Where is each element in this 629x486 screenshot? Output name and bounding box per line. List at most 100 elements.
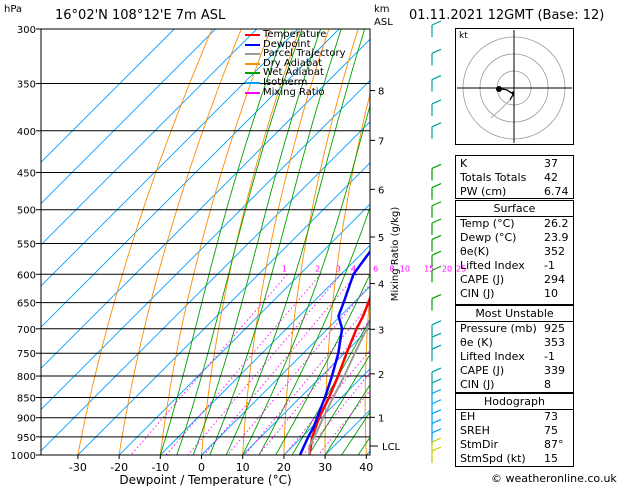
isotherm-line: [41, 121, 370, 452]
mu-li-label: Lifted Index: [460, 350, 525, 363]
surface-title: Surface: [456, 201, 573, 217]
temperature-line: [308, 295, 370, 455]
wind-barb-flag: [431, 320, 442, 326]
isotherm-line: [242, 327, 370, 455]
surface-li-label: Lifted Index: [460, 259, 525, 272]
legend-label: Dry Adiabat: [263, 57, 323, 69]
mu-thetae-value: 353: [544, 336, 565, 349]
surface-cin-label: CIN (J): [460, 287, 495, 300]
x-tick-label: 10: [236, 461, 250, 474]
surface-dewp-value: 23.9: [544, 231, 569, 244]
legend-item: Wet Adiabat: [243, 68, 346, 78]
hpa-label: hPa: [4, 4, 23, 15]
wind-barb-flag: [431, 218, 442, 224]
wind-barb-flag: [431, 437, 442, 443]
wind-barb-flag: [431, 409, 442, 415]
legend-label: Mixing Ratio: [263, 86, 325, 98]
km-tick-label: 7: [378, 136, 384, 147]
isotherm-line: [201, 285, 370, 455]
legend-swatch: [245, 62, 260, 65]
surface-temp-label: Temp (°C): [460, 217, 515, 230]
hodograph-title: Hodograph: [456, 394, 573, 410]
wind-barb-flag: [431, 378, 442, 384]
surface-cin-value: 10: [544, 287, 558, 300]
wind-barb-flag: [431, 201, 442, 207]
legend-label: Temperature: [263, 29, 327, 40]
stmdir-value: 87°: [544, 438, 564, 451]
dry-adiabat-line: [77, 29, 213, 455]
x-tick-label: -30: [69, 461, 87, 474]
x-axis-title: Dewpoint / Temperature (°C): [119, 473, 291, 486]
storm-motion-marker: [496, 86, 502, 92]
mu-thetae-label: θe (K): [460, 336, 493, 349]
isotherm-line: [283, 368, 370, 455]
datetime-title: 01.11.2021 12GMT (Base: 12): [409, 8, 605, 23]
legend-swatch: [245, 43, 260, 46]
wind-barb-flag: [431, 388, 442, 395]
k-index-label: K: [460, 157, 468, 170]
eh-label: EH: [460, 410, 476, 423]
mixing-ratio-line: [187, 274, 342, 455]
pressure-tick-label: 950: [17, 433, 36, 444]
surface-cape-value: 294: [544, 273, 565, 286]
copyright-text: © weatheronline.co.uk: [491, 472, 617, 485]
mixing-ratio-label: 2: [315, 264, 320, 273]
wind-barb-flag: [431, 446, 442, 452]
dry-adiabat-line: [404, 29, 446, 455]
wind-barb-flag: [431, 344, 442, 350]
mu-li-value: -1: [544, 350, 555, 363]
legend-item: Isotherm: [243, 76, 346, 88]
x-tick-label: 0: [198, 461, 205, 474]
wind-barb-flag: [431, 74, 442, 81]
pw-value: 6.74: [544, 185, 569, 198]
km-tick-label: 3: [378, 325, 384, 336]
isotherm-line: [41, 29, 216, 205]
isotherm-line: [41, 29, 299, 287]
isotherm-line: [41, 79, 370, 411]
mu-cin-label: CIN (J): [460, 378, 495, 391]
dewpoint-line: [298, 249, 370, 455]
hodograph-title: kt: [459, 31, 468, 41]
isotherm-line: [41, 29, 340, 328]
mixing-ratio-label: 1: [282, 264, 287, 273]
wind-barb-flag: [431, 20, 442, 26]
indices-table: K 37 Totals Totals 42 PW (cm) 6.74: [455, 155, 574, 199]
mu-pressure-label: Pressure (mb): [460, 322, 537, 335]
surface-cape-label: CAPE (J): [460, 273, 505, 286]
mixing-ratio-label: 25: [456, 264, 466, 273]
legend-swatch: [245, 53, 260, 56]
wind-barb-flag: [431, 265, 442, 271]
hodograph-point: [511, 91, 515, 95]
km-tick-label: 4: [378, 280, 384, 291]
stmdir-label: StmDir: [460, 438, 499, 451]
legend-label: Isotherm: [263, 76, 308, 88]
km-tick-label: 2: [378, 370, 384, 381]
legend-item: Parcel Trajectory: [243, 49, 346, 59]
surface-thetae-value: 352: [544, 245, 565, 258]
pressure-tick-label: 300: [17, 25, 36, 36]
stmspd-label: StmSpd (kt): [460, 452, 526, 465]
mixing-ratio-label: 3: [336, 264, 341, 273]
stmspd-value: 15: [544, 452, 558, 465]
k-index-value: 37: [544, 157, 558, 170]
asl-label: ASL: [374, 17, 393, 28]
legend-item: Temperature: [243, 30, 346, 40]
wind-barb-flag: [431, 183, 442, 189]
legend-swatch: [245, 34, 260, 36]
mixing-ratio-line: [318, 389, 370, 455]
wind-barb-flag: [431, 294, 442, 300]
chart-legend: Temperature Dewpoint Parcel Trajectory Dry …: [243, 30, 346, 97]
eh-value: 73: [544, 410, 558, 423]
mixing-ratio-label: 4: [351, 264, 356, 273]
wind-barb-flag: [431, 399, 442, 405]
mixing-ratio-line: [244, 303, 370, 455]
wind-barb-flag: [431, 122, 442, 128]
km-tick-label: 8: [378, 87, 384, 98]
mu-cin-value: 8: [544, 378, 551, 391]
pressure-tick-label: 350: [17, 80, 36, 91]
wet-adiabat-line: [308, 353, 370, 455]
most-unstable-title: Most Unstable: [456, 306, 573, 322]
legend-item: Dewpoint: [243, 39, 346, 50]
mixing-ratio-line: [165, 274, 321, 455]
